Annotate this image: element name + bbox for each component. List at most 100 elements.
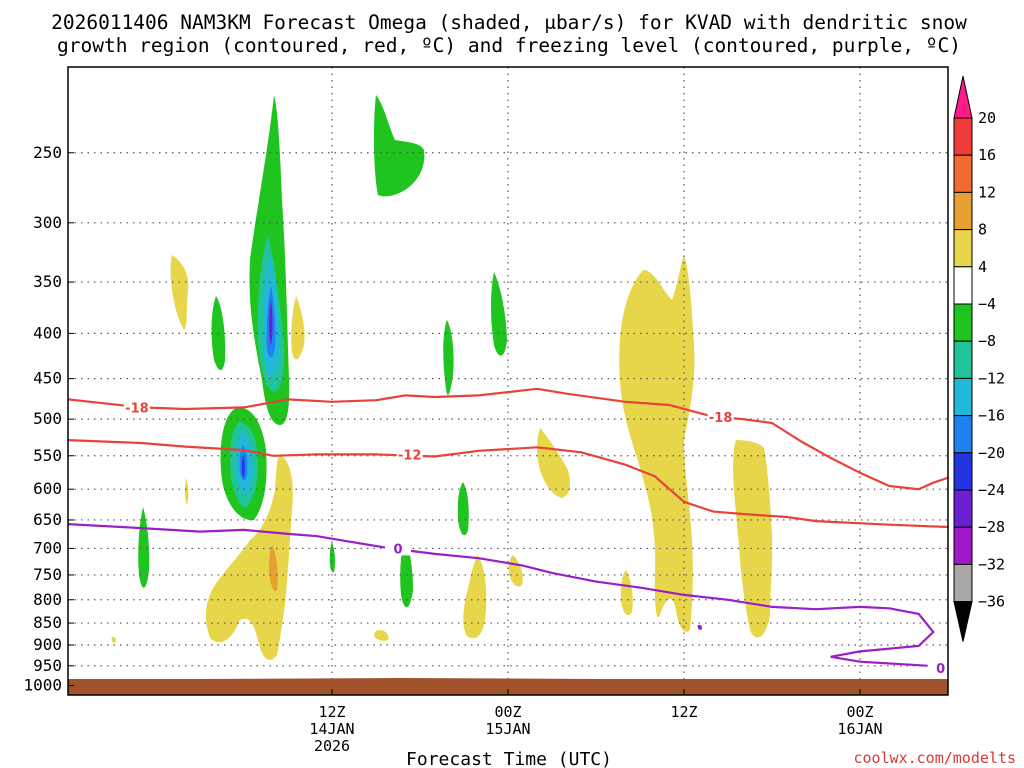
omega-region-green-small-7 — [329, 542, 336, 573]
freezing-level-contour-label: 0 — [393, 542, 402, 557]
y-tick-label: 850 — [33, 613, 62, 632]
plot-area: -18-18-18-12-12000 — [68, 67, 948, 695]
credit-text: coolwx.com/modelts — [853, 749, 1016, 767]
y-tick-label: 750 — [33, 565, 62, 584]
colorbar-swatch — [953, 526, 973, 565]
dgz-contour-line — [68, 439, 948, 529]
colorbar-top-arrow — [953, 75, 973, 119]
x-tick-label: 12Z — [670, 703, 697, 721]
omega-region-yellow-mid-2 — [463, 555, 487, 639]
colorbar-tick-label: −32 — [978, 555, 1005, 573]
x-tick-label: 15JAN — [485, 720, 530, 738]
omega-region-green-small-4 — [457, 482, 469, 536]
colorbar-tick-label: −4 — [978, 295, 996, 313]
omega-region-green-small-3 — [491, 272, 507, 356]
terrain-top-edge — [68, 678, 948, 685]
x-tick-label: 2026 — [314, 737, 350, 755]
omega-region-orange-small — [269, 545, 278, 592]
omega-region-yellow-left-2 — [291, 296, 305, 360]
dgz-contour-label: -12 — [398, 448, 422, 463]
colorbar: 20 16 12 8 4 −4 −8 −12 −16 −20 −24 −28 −32 −36 — [953, 75, 1005, 642]
colorbar-tick-label: 12 — [978, 183, 996, 201]
y-tick-label: 300 — [33, 213, 62, 232]
colorbar-swatch — [953, 563, 973, 603]
omega-region-darkblue-lower — [241, 455, 245, 478]
omega-region-yellow-small-dot — [111, 636, 116, 643]
omega-region-yellow-mid-4 — [374, 630, 389, 641]
omega-region-yellow-mid-5 — [620, 570, 633, 616]
freezing-level-contour-label: 0 — [936, 662, 945, 677]
contour-lines: -18-18-18-12-12000 — [68, 387, 948, 677]
colorbar-swatch — [953, 415, 973, 454]
colorbar-tick-label: −20 — [978, 444, 1005, 462]
omega-region-yellow-mid-3 — [508, 555, 523, 587]
colorbar-tick-label: −36 — [978, 593, 1005, 611]
colorbar-swatch — [953, 377, 973, 417]
y-tick-label: 500 — [33, 409, 62, 428]
colorbar-tick-label: −28 — [978, 518, 1005, 536]
omega-region-yellow-mid-1 — [537, 428, 570, 498]
x-tick-label: 12Z — [318, 703, 345, 721]
colorbar-tick-label: −16 — [978, 407, 1005, 425]
colorbar-tick-label: 20 — [978, 109, 996, 127]
dgz-contour-line — [68, 387, 948, 491]
dgz-contour-label-bg — [707, 408, 734, 424]
y-tick-label: 350 — [33, 272, 62, 291]
colorbar-swatch — [953, 117, 973, 156]
dgz-contour-label: -18 — [709, 411, 733, 426]
omega-region-yellow-left-1 — [170, 255, 189, 330]
omega-region-green-small-2 — [443, 320, 454, 395]
y-tick-label: 900 — [33, 635, 62, 654]
y-tick-label: 700 — [33, 538, 62, 557]
x-tick-label: 16JAN — [837, 720, 882, 738]
y-tick-label: 450 — [33, 369, 62, 388]
x-tick-label: 14JAN — [309, 720, 354, 738]
colorbar-tick-label: −8 — [978, 332, 996, 350]
dgz-contour-label-bg — [123, 399, 150, 415]
y-tick-label: 650 — [33, 510, 62, 529]
colorbar-swatch — [953, 452, 973, 491]
omega-shading — [111, 95, 773, 660]
freezing-level-contour-label-bg — [927, 659, 948, 675]
freezing-level-contour-label-bg — [385, 540, 411, 556]
chart-title-line-1: 2026011406 NAM3KM Forecast Omega (shaded… — [51, 11, 967, 34]
omega-region-green-top — [373, 95, 425, 197]
x-axis-ticks: 12Z14JAN202600Z15JAN12Z00Z16JAN12Z — [309, 689, 1024, 755]
x-tick-label: 12Z — [1022, 703, 1024, 721]
omega-region-green-small-5 — [138, 507, 150, 588]
colorbar-swatch — [953, 489, 973, 528]
colorbar-swatch — [953, 229, 973, 268]
x-axis-label: Forecast Time (UTC) — [406, 749, 612, 768]
colorbar-tick-label: 4 — [978, 258, 987, 276]
colorbar-tick-label: 16 — [978, 146, 996, 164]
omega-region-yellow-large-right — [619, 255, 695, 632]
colorbar-swatch — [953, 191, 973, 231]
colorbar-swatch — [953, 154, 973, 193]
colorbar-swatch — [953, 340, 973, 379]
colorbar-swatch — [953, 266, 973, 305]
x-tick-label: 00Z — [494, 703, 521, 721]
omega-region-yellow-bottom-left — [205, 455, 293, 660]
y-tick-label: 400 — [33, 323, 62, 342]
y-tick-label: 550 — [33, 446, 62, 465]
omega-region-purple-dot — [697, 624, 702, 630]
y-tick-label: 800 — [33, 590, 62, 609]
omega-region-yellow-right-tall — [733, 440, 773, 638]
x-tick-label: 00Z — [846, 703, 873, 721]
colorbar-bottom-arrow — [953, 601, 973, 642]
chart-title-line-2: growth region (contoured, red, ºC) and f… — [57, 34, 961, 57]
colorbar-tick-label: 8 — [978, 221, 987, 239]
grid-lines — [68, 67, 948, 695]
omega-region-green-small-6 — [400, 540, 413, 608]
colorbar-swatch — [953, 303, 973, 342]
colorbar-tick-label: −12 — [978, 369, 1005, 387]
y-tick-label: 950 — [33, 656, 62, 675]
y-tick-label: 1000 — [23, 676, 62, 695]
colorbar-tick-label: −24 — [978, 481, 1005, 499]
dgz-contour-label: -18 — [125, 401, 149, 416]
y-tick-label: 600 — [33, 479, 62, 498]
y-axis-ticks: 250 300 350 400 450 500 550 600 650 700 750 800 850 9… — [23, 143, 74, 695]
omega-region-yellow-left-3 — [184, 478, 189, 505]
dgz-contour-label-bg — [396, 446, 423, 462]
